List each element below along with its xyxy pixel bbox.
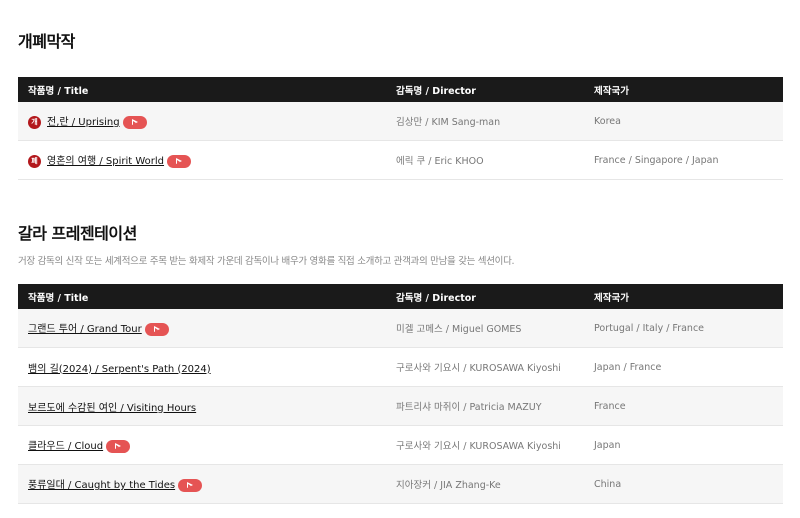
title-cell: 개 전,란 / Uprising <box>18 102 386 141</box>
play-video-icon[interactable] <box>122 116 147 129</box>
film-title-link[interactable]: 풍류일대 / Caught by the Tides <box>28 480 176 491</box>
section-title: 갈라 프레젠테이션 <box>18 224 137 243</box>
table-row: 개 전,란 / Uprising 김상만 / KIM Sang-man Korea <box>18 102 783 141</box>
films-table: 작품명 / Title 감독명 / Director 제작국가 개 전,란 / U… <box>18 77 783 180</box>
films-table: 작품명 / Title 감독명 / Director 제작국가 그랜드 투어 /… <box>18 284 783 504</box>
gala-section: 갈라 프레젠테이션 거장 감독의 신작 또는 세계적으로 주목 받는 화제작 가… <box>18 220 783 504</box>
table-row: 풍류일대 / Caught by the Tides 지아장커 / JIA Zha… <box>18 464 783 504</box>
title-cell: 폐 영혼의 여행 / Spirit World <box>18 140 386 180</box>
header-country: 제작국가 <box>584 77 783 102</box>
country-cell: Korea <box>584 102 783 141</box>
title-cell: 풍류일대 / Caught by the Tides <box>18 464 386 504</box>
header-title: 작품명 / Title <box>18 77 386 102</box>
header-director: 감독명 / Director <box>386 77 584 102</box>
play-video-icon[interactable] <box>178 479 203 492</box>
director-cell: 미겔 고메스 / Miguel GOMES <box>386 309 584 348</box>
film-title-link[interactable]: 전,란 / Uprising <box>47 117 120 128</box>
film-title-link[interactable]: 영혼의 여행 / Spirit World <box>47 156 165 167</box>
table-row: 보르도에 수감된 여인 / Visiting Hours 파트리샤 마쥐이 / P… <box>18 386 783 426</box>
title-cell: 보르도에 수감된 여인 / Visiting Hours <box>18 386 386 426</box>
film-title-link[interactable]: 클라우드 / Cloud <box>28 441 104 452</box>
film-title-link[interactable]: 뱀의 길(2024) / Serpent's Path (2024) <box>28 363 211 375</box>
section-badge: 개 <box>28 116 41 129</box>
film-title-link[interactable]: 그랜드 투어 / Grand Tour <box>28 324 142 335</box>
country-cell: Japan / France <box>584 347 783 387</box>
play-video-icon[interactable] <box>144 323 169 336</box>
opening-closing-section: 개폐막작 작품명 / Title 감독명 / Director 제작국가 개 전,… <box>18 28 783 180</box>
director-cell: 에릭 쿠 / Eric KHOO <box>386 140 584 180</box>
country-cell: China <box>584 464 783 504</box>
director-cell: 구로사와 기요시 / KUROSAWA Kiyoshi <box>386 425 584 465</box>
table-row: 뱀의 길(2024) / Serpent's Path (2024) 구로사와 기… <box>18 347 783 387</box>
play-video-icon[interactable] <box>167 155 192 168</box>
header-director: 감독명 / Director <box>386 284 584 309</box>
play-video-icon[interactable] <box>106 440 131 453</box>
country-cell: Portugal / Italy / France <box>584 309 783 348</box>
section-title: 개폐막작 <box>18 32 75 51</box>
title-cell: 뱀의 길(2024) / Serpent's Path (2024) <box>18 347 386 387</box>
country-cell: France / Singapore / Japan <box>584 140 783 180</box>
table-row: 폐 영혼의 여행 / Spirit World 에릭 쿠 / Eric KHOO Fr… <box>18 140 783 180</box>
country-cell: France <box>584 386 783 426</box>
film-title-link[interactable]: 보르도에 수감된 여인 / Visiting Hours <box>28 402 197 414</box>
header-title: 작품명 / Title <box>18 284 386 309</box>
table-row: 그랜드 투어 / Grand Tour 미겔 고메스 / Miguel GOMES… <box>18 309 783 348</box>
title-cell: 그랜드 투어 / Grand Tour <box>18 309 386 348</box>
header-country: 제작국가 <box>584 284 783 309</box>
director-cell: 지아장커 / JIA Zhang-Ke <box>386 464 584 504</box>
director-cell: 구로사와 기요시 / KUROSAWA Kiyoshi <box>386 347 584 387</box>
section-badge: 폐 <box>28 155 41 168</box>
country-cell: Japan <box>584 425 783 465</box>
title-cell: 클라우드 / Cloud <box>18 425 386 465</box>
director-cell: 김상만 / KIM Sang-man <box>386 102 584 141</box>
section-description: 거장 감독의 신작 또는 세계적으로 주목 받는 화제작 가운데 감독이나 배우… <box>18 256 515 267</box>
director-cell: 파트리샤 마쥐이 / Patricia MAZUY <box>386 386 584 426</box>
table-row: 클라우드 / Cloud 구로사와 기요시 / KUROSAWA Kiyoshi J… <box>18 425 783 465</box>
